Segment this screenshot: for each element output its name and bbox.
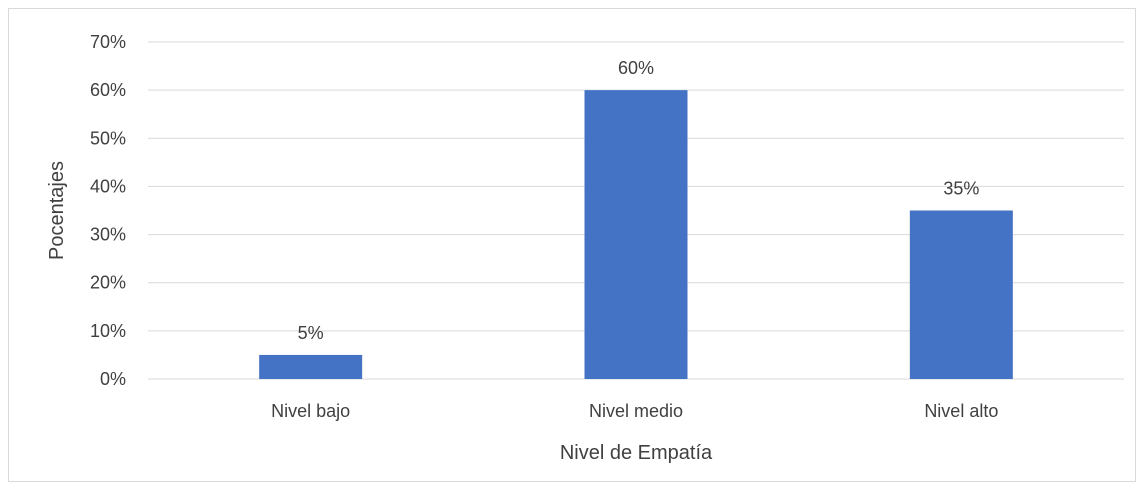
x-axis-title: Nivel de Empatía <box>560 442 713 464</box>
bars <box>259 90 1013 380</box>
y-axis-title: Pocentajes <box>46 161 68 260</box>
data-label: 35% <box>943 179 979 199</box>
y-tick-label: 70% <box>90 32 126 52</box>
y-tick-label: 30% <box>90 225 126 245</box>
y-tick-label: 40% <box>90 176 126 196</box>
y-tick-label: 10% <box>90 321 126 341</box>
y-tick-label: 50% <box>90 128 126 148</box>
x-category-label: Nivel medio <box>589 401 683 421</box>
data-label: 60% <box>618 58 654 78</box>
x-category-label: Nivel bajo <box>271 401 350 421</box>
bar <box>584 90 688 380</box>
y-axis-tick-labels: 0% 10% 20% 30% 40% 50% 60% 70% <box>90 32 126 389</box>
x-axis-category-labels: Nivel bajo Nivel medio Nivel alto <box>271 401 998 421</box>
data-labels: 5% 60% 35% <box>298 58 980 343</box>
y-tick-label: 60% <box>90 80 126 100</box>
bar <box>259 354 363 379</box>
data-label: 5% <box>298 323 324 343</box>
y-tick-label: 0% <box>100 369 126 389</box>
y-tick-label: 20% <box>90 273 126 293</box>
bar <box>909 210 1013 379</box>
chart-container: 0% 10% 20% 30% 40% 50% 60% 70% 5% 60% 35% Nivel b… <box>8 8 1136 482</box>
x-category-label: Nivel alto <box>924 401 998 421</box>
